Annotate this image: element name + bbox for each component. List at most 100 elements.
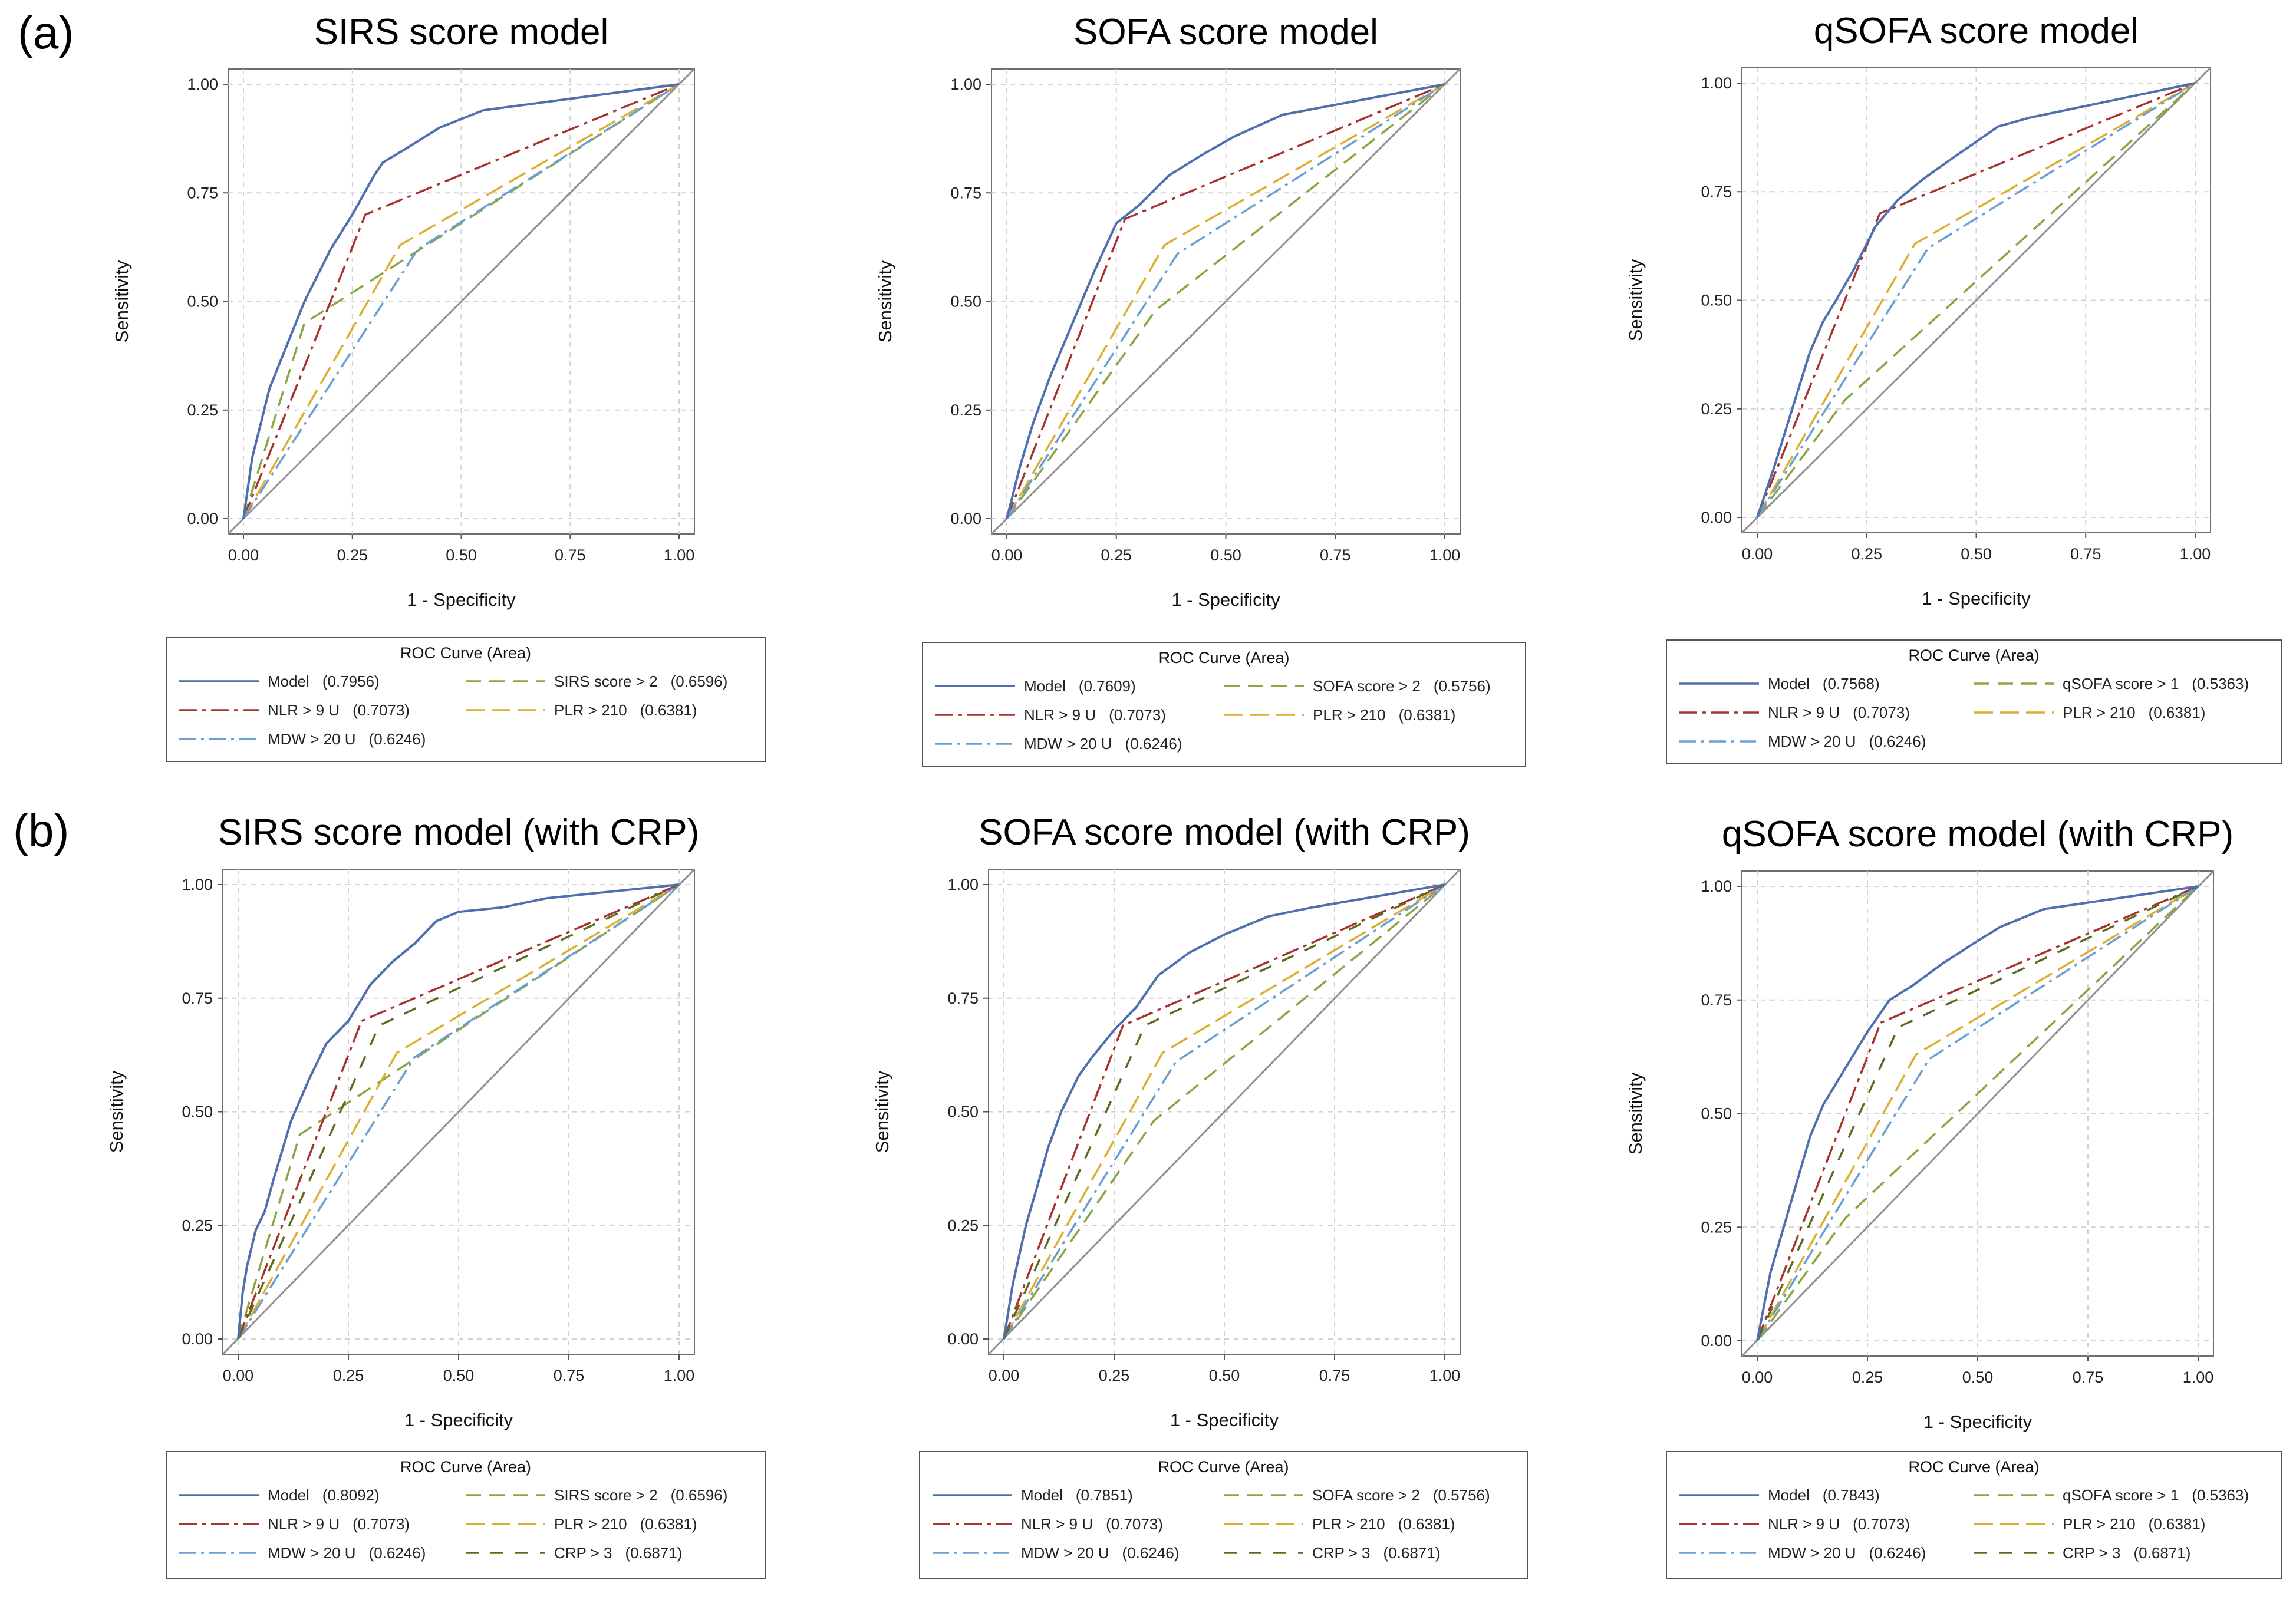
series-line-nlr	[242, 83, 680, 519]
roc-chart-qsofa-score-model: qSOFA score model 0.00 0.00 0.25 0.25 0.50 0.5…	[1625, 11, 2282, 764]
legend-area-plr: (0.6381)	[1399, 706, 1456, 724]
legend-area-nlr: (0.7073)	[1106, 1515, 1163, 1533]
legend-title: ROC Curve (Area)	[1908, 647, 2039, 664]
legend-title: ROC Curve (Area)	[1908, 1458, 2039, 1476]
legend-area-nlr: (0.7073)	[1853, 1515, 1910, 1533]
legend: ROC Curve (Area) Model (0.7956) SIRS score …	[166, 637, 766, 762]
series-line-mdw	[237, 883, 680, 1340]
chart-title: SOFA score model (with CRP)	[979, 812, 1470, 853]
series-line-model	[237, 883, 680, 1340]
legend-area-mdw: (0.6246)	[1125, 735, 1182, 753]
legend-area-mdw: (0.6246)	[369, 730, 426, 748]
roc-chart-qsofa-score-model-with-crp: qSOFA score model (with CRP) 0.00 0.00 0.25…	[1625, 814, 2282, 1579]
roc-chart-sofa-score-model: SOFA score model 0.00 0.00 0.25 0.25 0.50 0.50…	[875, 12, 1526, 767]
x-tick-label: 0.75	[555, 546, 586, 564]
chart-title: qSOFA score model (with CRP)	[1722, 814, 2234, 855]
x-tick-label: 0.75	[1319, 1367, 1350, 1384]
legend-label-model: Model (0.8092)	[268, 1486, 380, 1504]
series-line-plr	[1006, 83, 1445, 519]
legend-label-plr: PLR > 210 (0.6381)	[1312, 1515, 1455, 1533]
reference-diagonal	[1741, 870, 2215, 1357]
legend-box	[166, 637, 766, 762]
legend: ROC Curve (Area) Model (0.8092) SIRS score …	[166, 1451, 766, 1579]
x-tick-label: 0.75	[1320, 546, 1351, 564]
reference-diagonal	[990, 68, 1461, 535]
legend-box	[919, 1451, 1528, 1579]
legend-label-model: Model (0.7843)	[1768, 1486, 1880, 1504]
legend: ROC Curve (Area) Model (0.7568) qSOFA score…	[1666, 639, 2282, 764]
legend-label-model: Model (0.7956)	[268, 672, 380, 690]
x-tick-label: 0.75	[554, 1367, 585, 1384]
legend-label-mdw: MDW > 20 U (0.6246)	[1024, 735, 1182, 753]
legend-label-mdw: MDW > 20 U (0.6246)	[1021, 1544, 1179, 1562]
x-tick-label: 1.00	[664, 546, 695, 564]
x-axis-label: 1 - Specificity	[1922, 588, 2031, 609]
series-line-plr	[1756, 82, 2196, 518]
legend-label-score: SIRS score > 2 (0.6596)	[554, 672, 727, 690]
legend-label-mdw: MDW > 20 U (0.6246)	[268, 1544, 426, 1562]
roc-chart-sirs-score-model-with-crp: SIRS score model (with CRP) 0.00 0.00 0.25 0…	[106, 812, 766, 1579]
x-axis-label: 1 - Specificity	[1923, 1411, 2033, 1432]
x-tick-label: 0.25	[1101, 546, 1132, 564]
series-line-mdw	[1756, 82, 2196, 518]
legend-label-score: SOFA score > 2 (0.5756)	[1312, 1486, 1490, 1504]
legend-title: ROC Curve (Area)	[400, 1458, 531, 1476]
x-tick-label: 0.75	[2073, 1368, 2104, 1386]
reference-diagonal	[222, 868, 696, 1355]
x-tick-label: 0.50	[446, 546, 477, 564]
y-tick-label: 0.75	[950, 184, 981, 202]
legend-area-nlr: (0.7073)	[353, 701, 410, 719]
legend-area-score: (0.6596)	[671, 672, 728, 690]
y-tick-label: 0.25	[950, 401, 981, 419]
series-line-nlr	[1006, 83, 1445, 519]
legend-area-nlr: (0.7073)	[1853, 704, 1910, 721]
y-tick-label: 0.50	[187, 293, 218, 311]
y-tick-label: 0.75	[187, 184, 218, 202]
y-tick-label: 0.75	[1701, 183, 1732, 200]
series-line-plr	[237, 883, 680, 1340]
legend-label-nlr: NLR > 9 U (0.7073)	[1768, 704, 1910, 721]
y-tick-label: 0.00	[1701, 509, 1732, 526]
legend-area-plr: (0.6381)	[640, 701, 697, 719]
y-tick-label: 0.75	[1701, 991, 1732, 1009]
x-tick-label: 0.25	[1852, 1368, 1883, 1386]
x-tick-label: 0.25	[1099, 1367, 1130, 1384]
series-line-plr	[1003, 883, 1445, 1340]
reference-diagonal	[1741, 67, 2212, 534]
legend-area-model: (0.7843)	[1823, 1486, 1880, 1504]
legend-area-crp: (0.6871)	[2134, 1544, 2191, 1562]
chart-title: qSOFA score model	[1814, 11, 2139, 51]
legend-area-mdw: (0.6246)	[1869, 733, 1926, 750]
legend-area-score: (0.5363)	[2192, 675, 2249, 692]
y-axis-label: Sensitivity	[872, 1070, 892, 1153]
legend: ROC Curve (Area) Model (0.7609) SOFA score …	[922, 642, 1526, 767]
legend-label-model: Model (0.7851)	[1021, 1486, 1133, 1504]
series-line-score	[1003, 883, 1446, 1340]
reference-diagonal	[227, 68, 696, 535]
legend: ROC Curve (Area) Model (0.7843) qSOFA score…	[1666, 1451, 2282, 1579]
legend-box	[1666, 1451, 2282, 1579]
y-tick-label: 0.00	[1701, 1332, 1732, 1350]
series-line-score	[1756, 885, 2199, 1342]
y-tick-label: 0.00	[182, 1330, 213, 1348]
y-tick-label: 1.00	[1701, 74, 1732, 92]
legend-label-score: SOFA score > 2 (0.5756)	[1313, 677, 1491, 695]
y-tick-label: 0.50	[1701, 1105, 1732, 1123]
y-axis-label: Sensitivity	[875, 260, 895, 342]
legend-label-mdw: MDW > 20 U (0.6246)	[1768, 1544, 1926, 1562]
legend-label-mdw: MDW > 20 U (0.6246)	[268, 730, 426, 748]
legend-area-crp: (0.6871)	[1383, 1544, 1441, 1562]
legend-area-score: (0.5756)	[1434, 677, 1491, 695]
x-tick-label: 1.00	[1429, 1367, 1461, 1384]
y-tick-label: 0.75	[947, 989, 979, 1007]
legend-label-plr: PLR > 210 (0.6381)	[554, 1515, 697, 1533]
y-tick-label: 0.50	[1701, 292, 1732, 309]
legend-label-nlr: NLR > 9 U (0.7073)	[1024, 706, 1166, 724]
legend-area-plr: (0.6381)	[2149, 1515, 2206, 1533]
x-tick-label: 0.50	[443, 1367, 475, 1384]
series-line-model	[1003, 883, 1445, 1340]
legend-area-score: (0.5363)	[2192, 1486, 2249, 1504]
legend-label-score: SIRS score > 2 (0.6596)	[554, 1486, 727, 1504]
legend-label-nlr: NLR > 9 U (0.7073)	[268, 1515, 410, 1533]
x-tick-label: 1.00	[1429, 546, 1461, 564]
